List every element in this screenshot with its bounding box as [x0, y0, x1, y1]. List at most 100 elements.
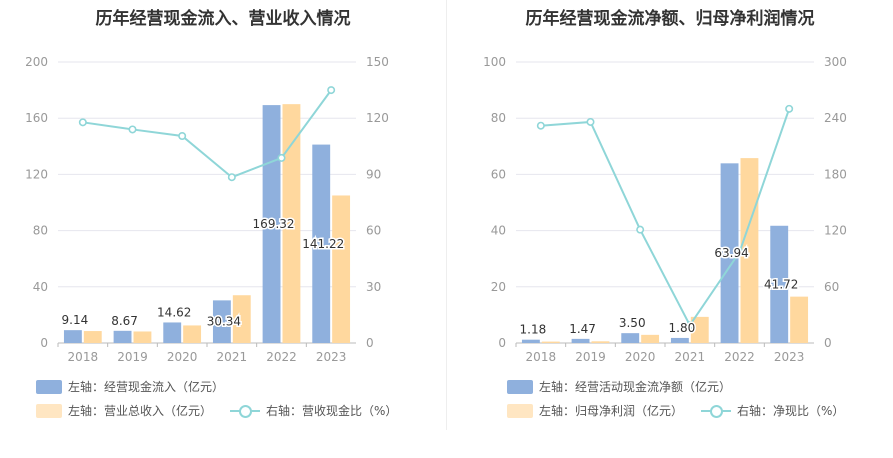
chart-panel-netcash-profit: 历年经营现金流净额、归母净利润情况 0 20 40 60 80 100 0 60 120 180 2…	[447, 0, 893, 458]
left-axis-tick-label: 0	[498, 336, 506, 350]
x-axis-tick-label: 2022	[724, 350, 755, 364]
bar-series1	[670, 337, 689, 343]
bar-series1	[312, 144, 331, 343]
bar-series2	[83, 331, 102, 343]
bar-series2	[591, 341, 610, 343]
x-axis-tick-label: 2020	[625, 350, 656, 364]
line-point	[586, 117, 595, 126]
left-axis-tick-label: 80	[33, 224, 48, 238]
x-axis-tick-label: 2021	[675, 350, 706, 364]
bar-series1	[720, 163, 739, 343]
data-label: 8.67	[111, 314, 138, 328]
data-label: 41.72	[764, 277, 798, 291]
line-point	[785, 104, 794, 113]
right-axis-tick-label: 240	[824, 111, 847, 125]
data-label: 9.14	[62, 313, 89, 327]
data-label: 30.34	[207, 315, 241, 329]
legend-label: 左轴：营业总收入（亿元）	[68, 404, 213, 418]
legend-label: 左轴：经营活动现金流净额（亿元）	[539, 380, 732, 394]
bar-series2	[740, 158, 759, 343]
x-axis-tick-label: 2021	[217, 350, 248, 364]
x-axis-tick-label: 2018	[68, 350, 99, 364]
legend-item-net-profit[interactable]: 左轴：归母净利润（亿元）	[507, 402, 683, 419]
bar-series2	[282, 104, 301, 344]
left-axis-tick-label: 0	[40, 336, 48, 350]
data-label: 1.47	[569, 322, 596, 336]
line-point	[78, 118, 87, 127]
right-axis-tick-label: 120	[824, 224, 847, 238]
bar-series2	[232, 295, 251, 343]
data-label: 1.80	[669, 321, 696, 335]
panel-divider	[446, 0, 447, 430]
legend-line-marker-icon	[701, 404, 731, 418]
bar-series2	[690, 316, 709, 343]
left-axis-tick-label: 160	[25, 111, 48, 125]
line-series	[540, 108, 791, 328]
bar-series1	[212, 300, 231, 343]
x-axis-tick-label: 2019	[575, 350, 606, 364]
right-axis-tick-label: 0	[824, 336, 832, 350]
bar-series1	[521, 339, 540, 343]
line-point	[536, 121, 545, 130]
data-label: 1.18	[520, 323, 547, 337]
bar-series2	[641, 334, 660, 343]
bar-series2	[541, 341, 560, 343]
line-point	[685, 321, 694, 330]
bar-series1	[571, 338, 590, 343]
legend-swatch-blue	[507, 379, 533, 394]
legend-line-marker-icon	[230, 404, 260, 418]
right-axis-tick-label: 300	[824, 55, 847, 69]
left-axis-tick-label: 40	[491, 224, 506, 238]
bar-series2	[790, 296, 809, 343]
bar-series1	[63, 330, 82, 343]
chart-title: 历年经营现金流入、营业收入情况	[95, 9, 351, 29]
legend-swatch-orange	[507, 403, 533, 418]
data-label: 14.62	[157, 305, 191, 319]
left-axis-tick-label: 120	[25, 167, 48, 181]
right-axis-tick-label: 180	[824, 167, 847, 181]
legend-item-net-cashflow[interactable]: 左轴：经营活动现金流净额（亿元）	[507, 378, 731, 395]
right-axis-tick-label: 30	[366, 280, 381, 294]
legend-label: 右轴：营收现金比（%）	[266, 404, 398, 418]
right-axis-tick-label: 60	[824, 280, 839, 294]
x-axis-tick-label: 2018	[526, 350, 557, 364]
data-label: 141.22	[302, 237, 344, 251]
x-axis-tick-label: 2022	[266, 350, 297, 364]
chart-title: 历年经营现金流净额、归母净利润情况	[525, 9, 815, 29]
right-axis-tick-label: 120	[366, 111, 389, 125]
bar-series1	[621, 333, 640, 343]
line-point	[636, 225, 645, 234]
right-axis-tick-label: 90	[366, 167, 381, 181]
line-point	[227, 173, 236, 182]
legend-label: 左轴：归母净利润（亿元）	[539, 404, 684, 418]
chart-svg: 0 20 40 60 80 100 0 60 120 180 240 300 2018 2019 2020 2…	[483, 55, 847, 364]
bar-series2	[183, 325, 202, 343]
left-axis-tick-label: 40	[33, 280, 48, 294]
x-axis-tick-label: 2019	[117, 350, 148, 364]
legend-item-net-cash-ratio[interactable]: 右轴：净现比（%）	[701, 402, 844, 419]
legend-label: 右轴：净现比（%）	[737, 404, 845, 418]
legend-item-revenue-cash-ratio[interactable]: 右轴：营收现金比（%）	[230, 402, 397, 419]
legend-item-revenue[interactable]: 左轴：营业总收入（亿元）	[36, 402, 212, 419]
right-axis-tick-label: 60	[366, 224, 381, 238]
left-axis-tick-label: 100	[483, 55, 506, 69]
left-axis-tick-label: 60	[491, 167, 506, 181]
line-point	[178, 131, 187, 140]
left-axis-tick-label: 20	[491, 280, 506, 294]
bar-series1	[113, 330, 132, 343]
chart-svg: 0 40 80 120 160 200 0 30 60 90 120 150 2018 2019 2020 2…	[25, 55, 389, 364]
data-label: 3.50	[619, 316, 646, 330]
line-point	[128, 125, 137, 134]
data-label: 63.94	[714, 246, 748, 260]
line-point	[327, 86, 336, 95]
line-point	[735, 248, 744, 257]
left-axis-tick-label: 200	[25, 55, 48, 69]
bar-series2	[332, 195, 351, 343]
left-axis-tick-label: 80	[491, 111, 506, 125]
right-axis-tick-label: 0	[366, 336, 374, 350]
legend-label: 左轴：经营现金流入（亿元）	[68, 380, 225, 394]
right-axis-tick-label: 150	[366, 55, 389, 69]
x-axis-tick-label: 2023	[316, 350, 347, 364]
legend-item-cash-inflow[interactable]: 左轴：经营现金流入（亿元）	[36, 378, 224, 395]
line-point	[277, 153, 286, 162]
